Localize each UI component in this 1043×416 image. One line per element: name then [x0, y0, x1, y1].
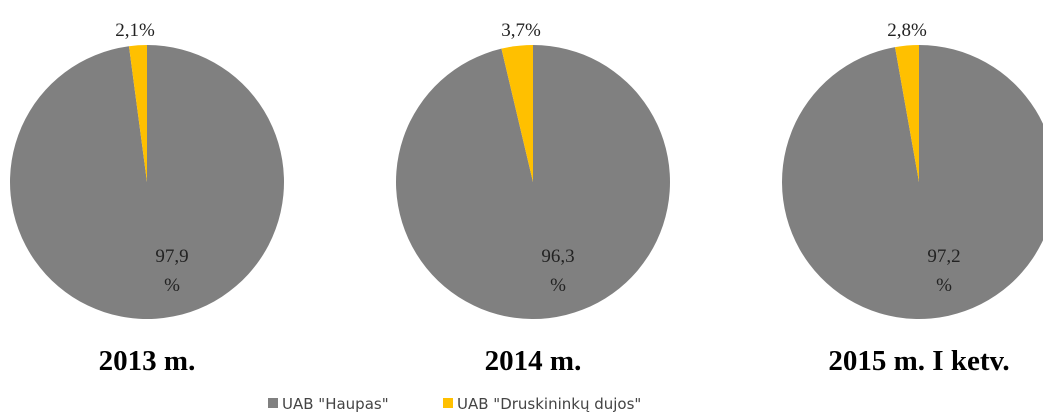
data-label: 3,7%	[501, 20, 541, 41]
pie-slice	[782, 45, 1043, 319]
data-label: 2,8%	[887, 20, 927, 41]
pie-title: 2014 m.	[485, 345, 582, 377]
data-label: 2,1%	[115, 20, 155, 41]
data-label: 96,3%	[541, 246, 574, 296]
pie-title: 2015 m. I ketv.	[828, 345, 1009, 377]
pie-slice	[128, 45, 147, 182]
legend-label: UAB "Haupas"	[282, 395, 389, 413]
pie-slice	[501, 45, 533, 182]
pie-slice	[9, 45, 284, 319]
legend-swatch	[268, 398, 278, 408]
data-label: 97,9%	[155, 246, 188, 296]
data-label: 97,2%	[927, 246, 960, 296]
pie-slice	[895, 45, 919, 182]
legend-swatch	[443, 398, 453, 408]
legend-label: UAB "Druskininkų dujos"	[457, 395, 641, 413]
pie-title: 2013 m.	[99, 345, 196, 377]
